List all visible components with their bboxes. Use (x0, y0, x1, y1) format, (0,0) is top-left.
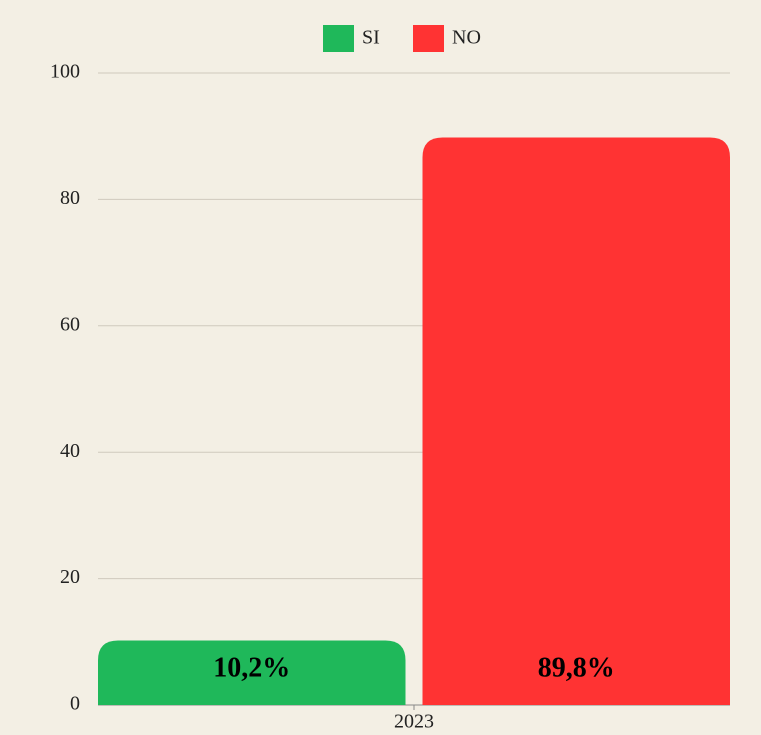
y-tick-label: 80 (60, 187, 80, 209)
y-tick-label: 40 (60, 440, 80, 462)
bar (422, 137, 730, 706)
legend-label: SI (362, 27, 380, 49)
value-label: 10,2% (213, 652, 290, 683)
legend-swatch (413, 25, 444, 52)
y-tick-label: 100 (50, 61, 80, 83)
legend-swatch (323, 25, 354, 52)
value-label: 89,8% (538, 652, 615, 683)
y-tick-label: 60 (60, 313, 80, 335)
x-tick-label: 2023 (394, 711, 434, 733)
y-tick-label: 0 (70, 693, 80, 715)
y-tick-label: 20 (60, 566, 80, 588)
legend-label: NO (452, 27, 481, 49)
bar (98, 640, 406, 705)
